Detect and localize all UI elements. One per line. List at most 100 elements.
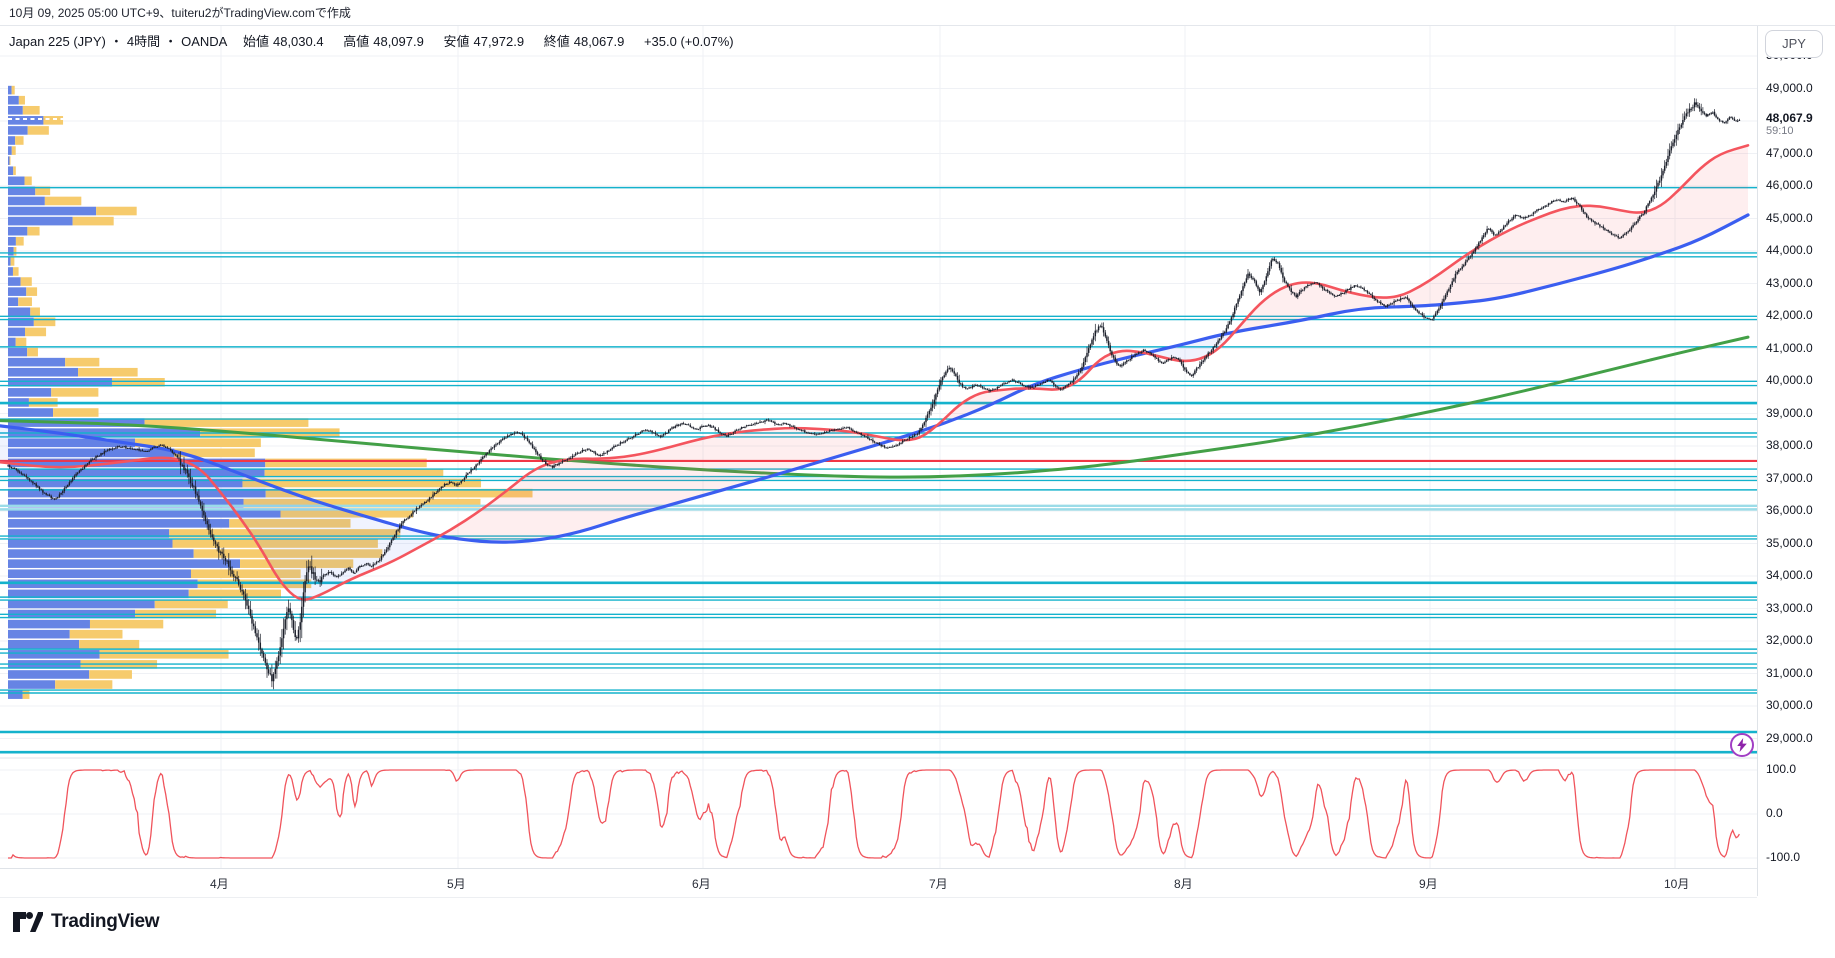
vp-row-up bbox=[8, 317, 34, 327]
exchange-label: OANDA bbox=[181, 34, 228, 49]
vp-row-down bbox=[15, 236, 24, 246]
vp-row-up bbox=[8, 126, 28, 135]
vp-row-up bbox=[8, 307, 31, 317]
vp-row-up bbox=[8, 176, 25, 186]
ma-fill bbox=[1236, 145, 1748, 332]
vp-row-up bbox=[8, 650, 100, 659]
legend-separator: ・ bbox=[109, 34, 123, 49]
vp-row-up bbox=[8, 337, 16, 347]
boost-button[interactable] bbox=[1730, 733, 1754, 757]
vp-row-down bbox=[44, 196, 82, 206]
vp-row-down bbox=[72, 216, 114, 226]
ma-fill bbox=[444, 427, 896, 543]
vp-row-up bbox=[8, 549, 194, 558]
currency-button[interactable]: JPY bbox=[1765, 30, 1823, 58]
vp-row-up bbox=[8, 287, 27, 296]
attribution-text: 10月 09, 2025 05:00 UTC+9、tuiteru2がTradin… bbox=[9, 6, 351, 20]
price-chart[interactable] bbox=[0, 26, 1757, 868]
last-price-label: 48,067.9 bbox=[1766, 110, 1813, 125]
vp-row-up bbox=[8, 508, 281, 518]
attribution-bar: 10月 09, 2025 05:00 UTC+9、tuiteru2がTradin… bbox=[0, 0, 1835, 26]
vp-row-down bbox=[20, 277, 32, 286]
vp-row-up bbox=[8, 156, 10, 165]
ma-mid-blue bbox=[0, 213, 1750, 544]
price-axis[interactable]: JPY 50,000.049,000.047,000.046,000.045,0… bbox=[1757, 26, 1835, 896]
vp-row-up bbox=[8, 136, 16, 145]
vp-row-down bbox=[27, 347, 38, 357]
vp-row-down bbox=[22, 105, 40, 115]
vp-row-up bbox=[8, 498, 244, 508]
candles bbox=[7, 98, 1741, 690]
tradingview-icon bbox=[13, 912, 43, 932]
countdown-label: 59:10 bbox=[1766, 124, 1794, 137]
price-tick-label: 30,000.0 bbox=[1766, 698, 1813, 712]
vp-row-up bbox=[8, 448, 175, 458]
osc-tick-label: 100.0 bbox=[1766, 762, 1797, 776]
vp-row-down bbox=[18, 297, 32, 306]
vp-row-down bbox=[280, 508, 413, 518]
month-label: 5月 bbox=[447, 877, 466, 891]
legend: Japan 225 (JPY) ・ 4時間・ OANDA 始値 48,030.4 高値 4… bbox=[9, 31, 738, 50]
vp-row-up bbox=[8, 519, 230, 528]
vp-row-down bbox=[35, 186, 51, 196]
price-tick-label: 49,000.0 bbox=[1766, 80, 1813, 95]
month-label: 8月 bbox=[1174, 877, 1193, 891]
vp-row-down bbox=[65, 357, 100, 367]
price-tick-label: 44,000.0 bbox=[1766, 243, 1813, 257]
vp-row-up bbox=[8, 105, 23, 115]
vp-row-up bbox=[8, 257, 11, 266]
vp-row-up bbox=[8, 629, 70, 639]
vp-row-up bbox=[8, 267, 13, 276]
vp-row-up bbox=[8, 236, 16, 246]
price-tick-label: 31,000.0 bbox=[1766, 665, 1813, 680]
vp-row-up bbox=[8, 529, 170, 538]
vp-row-up bbox=[8, 186, 36, 196]
vp-row-up bbox=[8, 196, 45, 206]
vp-row-up bbox=[8, 327, 25, 337]
price-tick-label: 35,000.0 bbox=[1766, 535, 1813, 550]
price-tick-label: 36,000.0 bbox=[1766, 503, 1813, 517]
symbol-title[interactable]: Japan 225 (JPY) bbox=[9, 34, 106, 49]
vp-row-down bbox=[18, 95, 25, 105]
month-label: 7月 bbox=[929, 877, 948, 891]
vp-row-down bbox=[43, 116, 64, 125]
low-value: 47,972.9 bbox=[473, 34, 525, 49]
ma-fast-red bbox=[0, 144, 1750, 601]
vp-row-up bbox=[8, 458, 266, 468]
price-tick-label: 46,000.0 bbox=[1766, 178, 1813, 192]
price-tick-label: 47,000.0 bbox=[1766, 145, 1813, 160]
vp-row-up bbox=[8, 599, 155, 609]
vp-row-down bbox=[229, 519, 351, 528]
price-tick-label: 37,000.0 bbox=[1766, 470, 1813, 485]
vp-row-up bbox=[8, 297, 19, 306]
vp-row-up bbox=[8, 95, 19, 105]
change-value: +35.0 (+0.07%) bbox=[643, 34, 734, 49]
ma-fill bbox=[0, 425, 444, 602]
interval-label[interactable]: 4時間 bbox=[126, 34, 161, 49]
time-axis[interactable]: 4月 5月 6月 7月 8月 9月 10月 bbox=[0, 868, 1757, 898]
vp-row-down bbox=[33, 317, 56, 327]
vp-row-up bbox=[8, 277, 21, 286]
vp-row-up bbox=[8, 619, 90, 629]
vp-row-down bbox=[11, 85, 15, 95]
vp-row-up bbox=[8, 690, 23, 699]
vp-row-down bbox=[243, 498, 481, 508]
vp-row-down bbox=[69, 629, 123, 639]
vp-row-up bbox=[8, 478, 243, 488]
price-tick-label: 29,000.0 bbox=[1766, 730, 1813, 745]
month-label: 9月 bbox=[1419, 877, 1438, 891]
vp-row-down bbox=[190, 569, 301, 579]
vp-row-up bbox=[8, 347, 28, 357]
vp-row-down bbox=[10, 257, 15, 266]
vp-row-up bbox=[8, 539, 173, 548]
vp-row-down bbox=[154, 599, 228, 609]
vp-row-down bbox=[24, 327, 47, 337]
candle-bodies bbox=[7, 102, 1741, 682]
vp-row-up bbox=[8, 388, 52, 397]
vp-row-down bbox=[27, 226, 40, 236]
vp-row-down bbox=[99, 650, 229, 659]
ma-slow-green bbox=[0, 335, 1750, 479]
vp-row-down bbox=[172, 539, 378, 548]
vp-row-down bbox=[144, 418, 309, 427]
oscillator-pane bbox=[8, 769, 1740, 859]
